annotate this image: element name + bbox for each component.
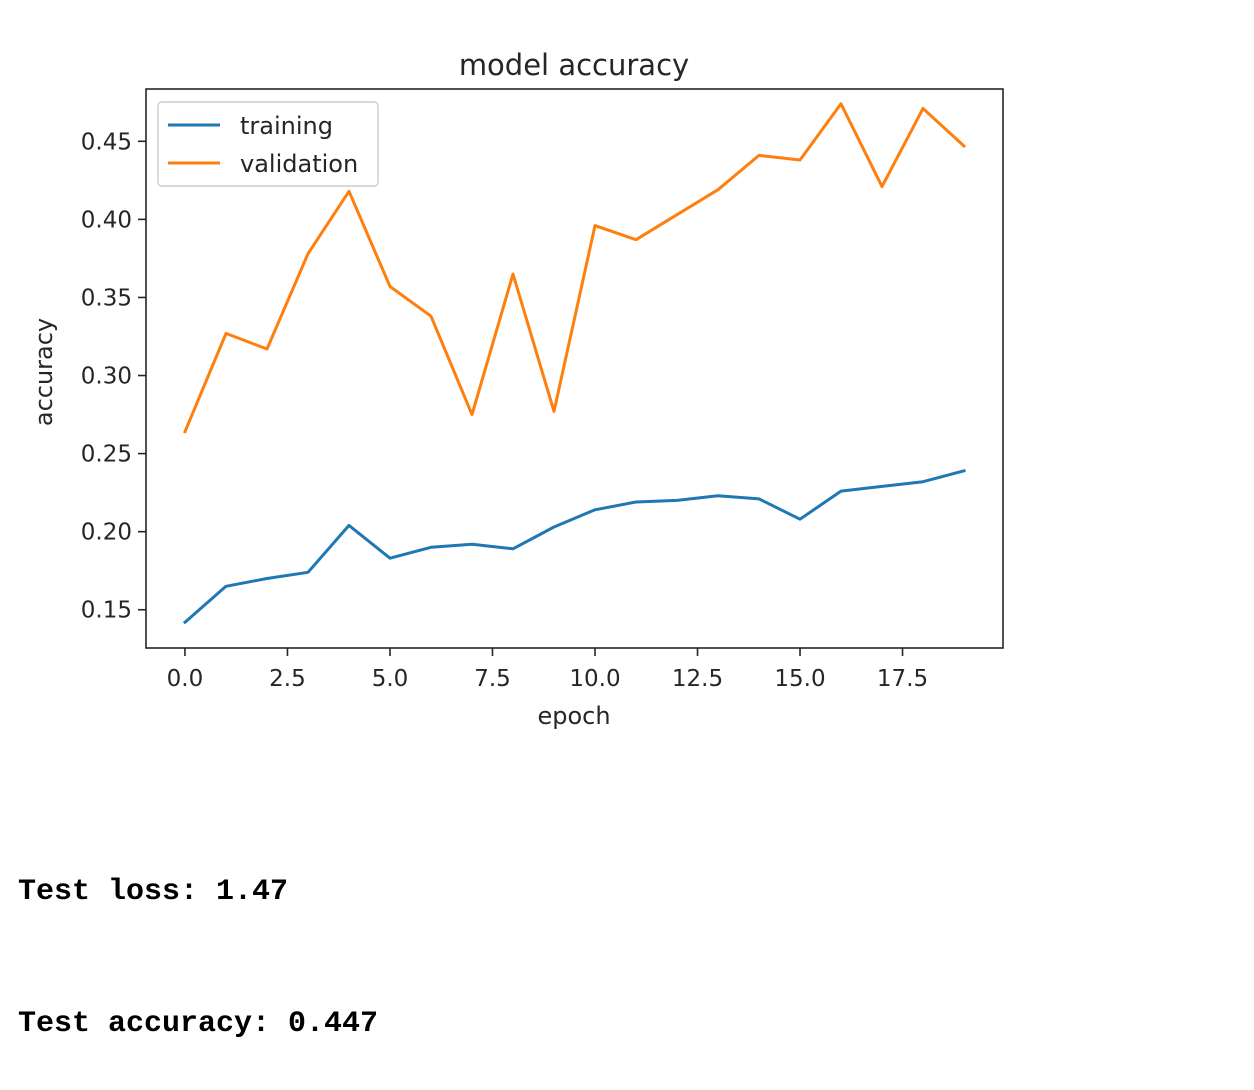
x-tick-label: 7.5 — [474, 666, 511, 692]
test-loss-text: Test loss: 1.47 — [18, 875, 289, 909]
x-tick-label: 5.0 — [372, 666, 409, 692]
x-tick-label: 12.5 — [672, 666, 723, 692]
y-tick-label: 0.15 — [81, 598, 132, 624]
x-tick-label: 0.0 — [167, 666, 204, 692]
test-accuracy-text: Test accuracy: 0.447 — [18, 1007, 379, 1041]
x-tick-label: 17.5 — [877, 666, 928, 692]
series-line-validation — [183, 102, 967, 434]
x-tick-label: 2.5 — [269, 666, 306, 692]
y-tick-label: 0.20 — [81, 520, 132, 546]
y-tick-label: 0.35 — [81, 285, 132, 311]
x-axis-label: epoch — [537, 702, 610, 730]
legend: training validation — [157, 101, 379, 187]
y-axis-label: accuracy — [30, 318, 58, 426]
y-tick-label: 0.25 — [81, 442, 132, 468]
y-axis-ticks: 0.15 0.20 0.25 0.30 0.35 0.40 0.45 — [81, 129, 146, 624]
plot-frame — [145, 88, 1004, 649]
chart-title: model accuracy — [459, 48, 689, 82]
y-tick-label: 0.45 — [81, 129, 132, 155]
cell-output: Test loss: 1.47 Test accuracy: 0.447 — [18, 782, 378, 1090]
legend-label-validation: validation — [240, 150, 358, 178]
legend-label-training: training — [240, 112, 333, 140]
series-layer — [182, 102, 967, 625]
y-tick-label: 0.30 — [81, 364, 132, 390]
legend-box — [157, 101, 379, 187]
x-axis-ticks: 0.0 2.5 5.0 7.5 10.0 12.5 15.0 17.5 — [167, 648, 928, 692]
accuracy-chart: model accuracy 0.0 2.5 5.0 7.5 10.0 12.5 15.0 1… — [30, 48, 1004, 730]
x-tick-label: 10.0 — [569, 666, 620, 692]
series-line-training — [182, 468, 966, 625]
y-tick-label: 0.40 — [81, 207, 132, 233]
x-tick-label: 15.0 — [774, 666, 825, 692]
